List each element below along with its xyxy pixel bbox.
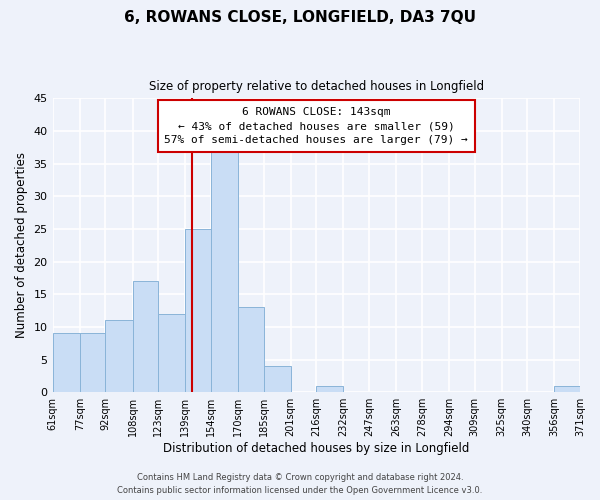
Bar xyxy=(80,334,105,392)
Bar xyxy=(133,281,158,392)
Bar xyxy=(263,366,291,392)
Y-axis label: Number of detached properties: Number of detached properties xyxy=(15,152,28,338)
Text: 6 ROWANS CLOSE: 143sqm
← 43% of detached houses are smaller (59)
57% of semi-det: 6 ROWANS CLOSE: 143sqm ← 43% of detached… xyxy=(164,107,468,145)
Bar xyxy=(105,320,133,392)
Bar xyxy=(185,229,211,392)
Bar xyxy=(554,386,580,392)
Bar xyxy=(158,314,185,392)
Title: Size of property relative to detached houses in Longfield: Size of property relative to detached ho… xyxy=(149,80,484,93)
Bar xyxy=(238,308,263,392)
Text: Contains HM Land Registry data © Crown copyright and database right 2024.
Contai: Contains HM Land Registry data © Crown c… xyxy=(118,474,482,495)
X-axis label: Distribution of detached houses by size in Longfield: Distribution of detached houses by size … xyxy=(163,442,469,455)
Bar xyxy=(316,386,343,392)
Bar xyxy=(211,150,238,392)
Bar xyxy=(53,334,80,392)
Text: 6, ROWANS CLOSE, LONGFIELD, DA3 7QU: 6, ROWANS CLOSE, LONGFIELD, DA3 7QU xyxy=(124,10,476,25)
